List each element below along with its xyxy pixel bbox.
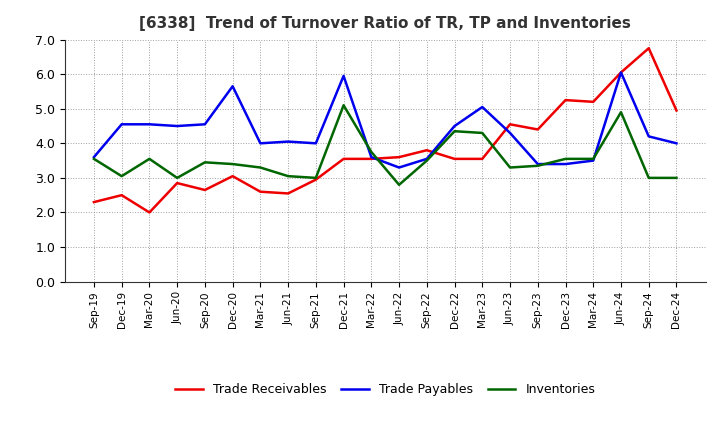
Trade Receivables — [589, 99, 598, 104]
Inventories — [450, 128, 459, 134]
Inventories — [228, 161, 237, 167]
Trade Receivables — [367, 156, 376, 161]
Trade Receivables — [534, 127, 542, 132]
Trade Payables — [450, 123, 459, 128]
Trade Payables — [201, 121, 210, 127]
Trade Payables — [339, 73, 348, 78]
Inventories — [644, 175, 653, 180]
Trade Payables — [173, 123, 181, 128]
Trade Receivables — [505, 121, 514, 127]
Line: Inventories: Inventories — [94, 105, 677, 185]
Trade Payables — [395, 165, 403, 170]
Trade Payables — [145, 121, 154, 127]
Trade Payables — [534, 161, 542, 167]
Trade Receivables — [228, 173, 237, 179]
Inventories — [312, 175, 320, 180]
Trade Receivables — [256, 189, 265, 194]
Inventories — [201, 160, 210, 165]
Trade Receivables — [284, 191, 292, 196]
Inventories — [89, 156, 98, 161]
Trade Receivables — [644, 46, 653, 51]
Trade Payables — [505, 130, 514, 136]
Legend: Trade Receivables, Trade Payables, Inventories: Trade Receivables, Trade Payables, Inven… — [170, 378, 600, 401]
Inventories — [367, 149, 376, 154]
Trade Payables — [616, 70, 625, 75]
Inventories — [672, 175, 681, 180]
Trade Receivables — [561, 97, 570, 103]
Trade Payables — [228, 84, 237, 89]
Trade Receivables — [339, 156, 348, 161]
Trade Receivables — [201, 187, 210, 193]
Inventories — [534, 163, 542, 169]
Line: Trade Payables: Trade Payables — [94, 73, 677, 168]
Trade Receivables — [672, 108, 681, 113]
Trade Receivables — [478, 156, 487, 161]
Trade Payables — [117, 121, 126, 127]
Inventories — [395, 182, 403, 187]
Trade Receivables — [145, 210, 154, 215]
Inventories — [423, 158, 431, 163]
Inventories — [173, 175, 181, 180]
Trade Receivables — [450, 156, 459, 161]
Trade Payables — [367, 154, 376, 160]
Trade Payables — [589, 158, 598, 163]
Trade Receivables — [395, 154, 403, 160]
Trade Payables — [284, 139, 292, 144]
Inventories — [145, 156, 154, 161]
Inventories — [505, 165, 514, 170]
Inventories — [339, 103, 348, 108]
Trade Payables — [423, 156, 431, 161]
Trade Receivables — [423, 147, 431, 153]
Trade Receivables — [89, 199, 98, 205]
Inventories — [117, 173, 126, 179]
Trade Payables — [644, 134, 653, 139]
Trade Payables — [256, 141, 265, 146]
Trade Payables — [672, 141, 681, 146]
Inventories — [478, 130, 487, 136]
Trade Payables — [312, 141, 320, 146]
Inventories — [561, 156, 570, 161]
Line: Trade Receivables: Trade Receivables — [94, 48, 677, 213]
Title: [6338]  Trend of Turnover Ratio of TR, TP and Inventories: [6338] Trend of Turnover Ratio of TR, TP… — [139, 16, 631, 32]
Inventories — [589, 156, 598, 161]
Trade Payables — [561, 161, 570, 167]
Trade Receivables — [117, 193, 126, 198]
Trade Receivables — [616, 70, 625, 75]
Trade Payables — [478, 104, 487, 110]
Inventories — [616, 110, 625, 115]
Trade Receivables — [173, 180, 181, 186]
Trade Receivables — [312, 177, 320, 182]
Trade Payables — [89, 154, 98, 160]
Inventories — [256, 165, 265, 170]
Inventories — [284, 173, 292, 179]
